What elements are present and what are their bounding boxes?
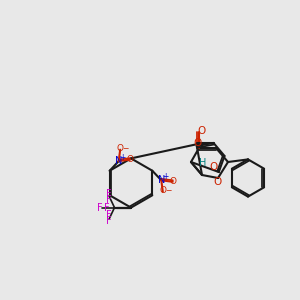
Text: F: F	[104, 202, 110, 213]
Text: O: O	[198, 125, 206, 136]
Text: −: −	[122, 144, 128, 153]
Text: O: O	[214, 177, 222, 187]
Text: N: N	[158, 175, 165, 185]
Text: F: F	[106, 195, 112, 205]
Text: F: F	[106, 216, 112, 226]
Text: O: O	[159, 186, 166, 195]
Text: O: O	[169, 177, 176, 186]
Text: H: H	[199, 158, 206, 168]
Text: N: N	[115, 156, 122, 166]
Text: −: −	[165, 186, 171, 195]
Text: +: +	[119, 153, 125, 162]
Text: O: O	[117, 144, 124, 153]
Text: +: +	[162, 172, 168, 181]
Text: O: O	[193, 138, 201, 148]
Text: F: F	[97, 202, 102, 213]
Text: F: F	[106, 189, 112, 199]
Text: O: O	[127, 155, 134, 164]
Text: F: F	[106, 210, 112, 220]
Text: O: O	[209, 163, 218, 172]
